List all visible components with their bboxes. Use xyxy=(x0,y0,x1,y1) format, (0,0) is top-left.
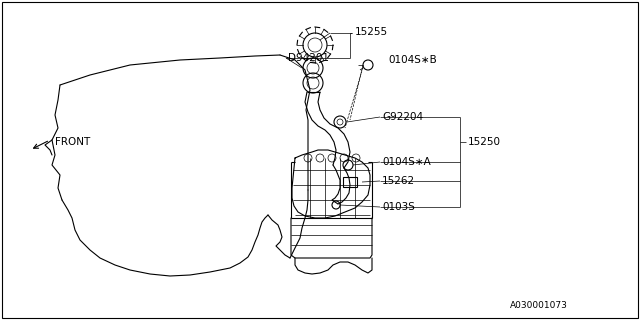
Text: FRONT: FRONT xyxy=(55,137,90,147)
Text: 15262: 15262 xyxy=(382,176,415,186)
Text: G92204: G92204 xyxy=(382,112,423,122)
Text: A030001073: A030001073 xyxy=(510,300,568,309)
Text: D94201: D94201 xyxy=(288,53,329,63)
Text: 0104S∗A: 0104S∗A xyxy=(382,157,431,167)
Text: 15255: 15255 xyxy=(355,27,388,37)
Text: 0103S: 0103S xyxy=(382,202,415,212)
Text: 0104S∗B: 0104S∗B xyxy=(388,55,436,65)
Text: 15250: 15250 xyxy=(468,137,501,147)
Bar xyxy=(343,177,357,187)
